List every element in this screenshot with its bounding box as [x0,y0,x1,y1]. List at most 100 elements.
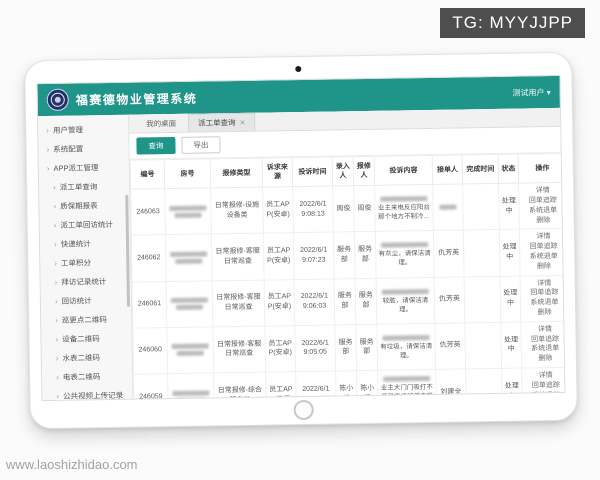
action-link-详情[interactable]: 详情 [538,372,553,380]
sidebar-item-派工单查询[interactable]: › 派工单查询 [39,177,129,197]
column-header-房号: 房号 [164,158,211,189]
cell-complaint-time: 2022/6/19:04:54 [295,370,337,399]
chevron-right-icon: › [54,277,58,287]
sidebar-item-label: 系统配置 [53,144,84,154]
sidebar-item-label: 电表二维码 [62,372,101,382]
cell-complaint-time: 2022/6/1 9:05:05 [294,324,336,372]
cell-room-number [164,188,212,236]
sidebar-item-快递统计[interactable]: › 快递统计 [40,234,130,254]
home-button[interactable] [293,399,314,421]
cell-completion-time [464,275,501,323]
cell-room-number [166,326,214,374]
cell-reporter: 服务部 [355,277,377,325]
sidebar-item-拜访记录统计[interactable]: › 拜访记录统计 [40,272,130,292]
cell-order-id: 246061 [132,281,167,328]
sidebar-item-工单积分[interactable]: › 工单积分 [40,253,130,273]
chevron-right-icon: › [55,315,58,325]
sidebar-item-label: 用户管理 [52,125,83,135]
chevron-right-icon: › [56,391,60,401]
action-link-系统退单[interactable]: 系统退单 [530,299,559,307]
table-row: 246062 日常报修-客服日常巡查 员工APP(安卓) 2022/6/1 9:07:2… [131,228,565,282]
user-name: 测试用户 [512,87,545,98]
cell-order-id: 246063 [130,188,166,236]
chevron-right-icon: › [55,353,59,363]
chevron-right-icon: › [53,201,57,211]
chevron-right-icon: › [46,144,50,154]
complaint-clock: 9:07:23 [302,256,326,264]
cell-status: 处理中 [498,183,520,230]
redacted-text [380,196,428,202]
action-link-回单追踪[interactable]: 回单追踪 [530,289,559,297]
export-button[interactable]: 导出 [181,136,221,154]
cell-complaint-time: 2022/6/1 9:07:23 [293,232,335,280]
cell-room-number [167,372,215,399]
sidebar-item-APP派工管理[interactable]: › APP派工管理 [39,158,129,178]
sidebar-item-回访统计[interactable]: › 回访统计 [41,291,131,311]
cell-status: 处理中 [499,229,521,276]
complaint-date: 2022/6/1 [302,385,330,393]
action-link-系统退单[interactable]: 系统退单 [531,345,560,353]
close-icon[interactable]: ✕ [239,119,246,127]
sidebar-item-派工单回访统计[interactable]: › 派工单回访统计 [40,215,130,235]
complaint-date: 2022/6/1 [300,292,329,301]
tab-我的桌面[interactable]: 我的桌面 [137,115,185,133]
sidebar-item-公共视频上传记录[interactable]: › 公共视频上传记录 [42,386,132,400]
action-link-删除[interactable]: 删除 [537,309,552,317]
tg-contact-label: TG: MYYJJPP [440,8,585,38]
action-link-系统退单[interactable]: 系统退单 [531,391,561,399]
action-link-系统退单[interactable]: 系统退单 [529,206,558,215]
complaint-date: 2022/6/1 [301,339,329,347]
cell-order-taker [432,184,464,231]
cell-repair-type: 日常报修-综合服务类 [213,372,267,399]
sidebar-item-系统配置[interactable]: › 系统配置 [38,139,128,159]
action-link-删除[interactable]: 删除 [536,216,551,224]
complaint-clock: 9:05:05 [303,348,327,357]
chevron-right-icon: › [55,334,59,344]
cell-entered-by: 服务部 [334,278,356,325]
sidebar-item-电表二维码[interactable]: › 电表二维码 [42,367,132,387]
redacted-text [174,212,202,218]
cell-actions: 详情回单追踪系统退单删除 [519,228,565,276]
sidebar-item-用户管理[interactable]: › 用户管理 [38,120,128,140]
sidebar-item-设备二维码[interactable]: › 设备二维码 [41,329,131,349]
sidebar-item-巡更点二维码[interactable]: › 巡更点二维码 [41,310,131,330]
cell-actions: 详情回单追踪系统退单删除 [518,182,565,230]
cell-room-number [166,280,213,328]
action-link-详情[interactable]: 详情 [535,187,550,195]
action-link-回单追踪[interactable]: 回单追踪 [531,381,560,390]
redacted-text [177,397,205,399]
action-link-系统退单[interactable]: 系统退单 [529,252,558,261]
action-link-详情[interactable]: 详情 [536,233,551,241]
sidebar-item-水表二维码[interactable]: › 水表二维码 [42,348,132,368]
cell-appeal-source: 员工APP(安卓) [264,279,295,326]
tab-派工单查询[interactable]: 派工单查询 ✕ [187,112,256,132]
action-link-详情[interactable]: 详情 [537,325,552,334]
cell-repair-type: 日常报修-设施设备类 [210,187,264,235]
cell-actions: 详情回单追踪系统退单删除 [520,321,565,368]
chevron-right-icon: › [54,296,58,306]
action-link-回单追踪[interactable]: 回单追踪 [531,335,560,343]
complaint-clock: 9:04:54 [297,394,334,399]
redacted-text [176,350,204,357]
action-link-详情[interactable]: 详情 [537,279,552,287]
column-header-报修类型: 报修类型 [210,158,263,189]
complaint-clock: 9:08:13 [301,210,325,218]
cell-order-taker: 刘建全 [435,368,467,399]
sidebar-item-质保期报表[interactable]: › 质保期报表 [39,196,129,216]
action-link-回单追踪[interactable]: 回单追踪 [529,243,558,251]
action-link-回单追踪[interactable]: 回单追踪 [528,196,557,205]
chevron-right-icon: › [53,239,57,249]
action-link-删除[interactable]: 删除 [536,262,551,271]
cell-complaint-content: 有垃圾，请保洁清理。 [376,323,436,371]
table-row: 246061 日常报修-客服日常巡查 员工APP(安卓) 2022/6/1 9:06:0… [132,274,565,328]
column-header-接单人: 接单人 [432,154,463,185]
tablet-screen: 福赛德物业管理系统 测试用户 ▾ › 用户管理 › 系统配置 › APP派工管理 › 派工单查… [36,74,566,402]
watermark-url: www.laoshizhidao.com [6,457,138,472]
column-header-操作: 操作 [518,153,565,184]
cell-complaint-content: 业主来电反应阳台那个地方不制冷… [374,184,434,232]
cell-status: 处理中 [501,367,523,399]
action-link-删除[interactable]: 删除 [538,355,553,363]
user-menu[interactable]: 测试用户 ▾ [512,87,550,99]
complaint-content-text: 有灰尘，请保洁清理。 [378,250,431,267]
query-button[interactable]: 查询 [136,136,176,155]
